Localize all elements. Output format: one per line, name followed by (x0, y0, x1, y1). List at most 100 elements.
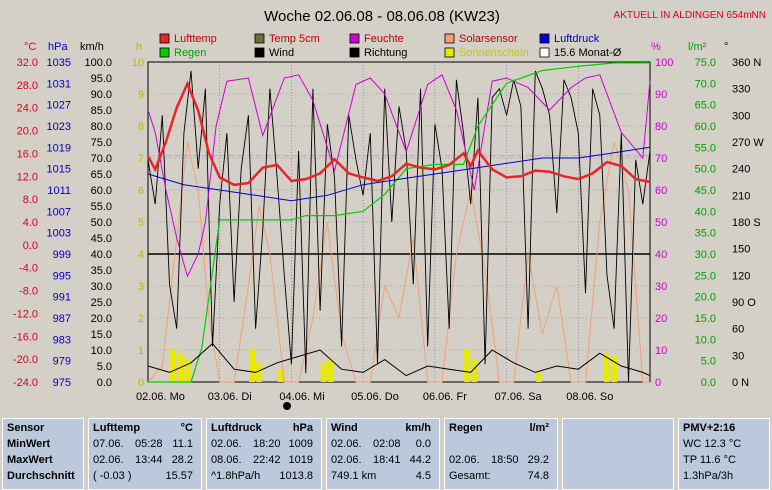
axis-units: °C hPa km/h h% l/m² ° (24, 41, 728, 53)
wind-distance: 749.1 km (331, 470, 377, 482)
dir-tick: 330 (732, 84, 750, 96)
legend-label: Feuchte (364, 33, 404, 45)
rain-tick: 25.0 (695, 270, 716, 282)
lufttemp-column: Lufttemp °C 07.06. 05:28 11.1 02.06. 13:44 28… (88, 418, 202, 490)
legend: Lufttemp Temp 5cm Feuchte Solarsensor Luftdr… (159, 33, 622, 59)
legend-swatch (539, 33, 550, 44)
day-label: 07.06. Sa (495, 391, 543, 403)
legend-label: Solarsensor (459, 33, 518, 45)
wind-min-value: 0.0 (415, 438, 431, 450)
rain-tick: 70.0 (695, 78, 716, 90)
day-label: 03.06. Di (208, 391, 252, 403)
rain-axis-unit: l/m² (688, 41, 707, 53)
sun-tick: 4 (138, 249, 144, 261)
blank-column (562, 418, 674, 490)
wind-axis-unit: km/h (80, 41, 104, 53)
sun-tick: 3 (138, 281, 144, 293)
row-max-label: MaxWert (7, 454, 53, 466)
series-wind (147, 342, 651, 377)
temp-tick: 24.0 (17, 103, 38, 115)
day-label: 05.06. Do (351, 391, 399, 403)
sunshine-bar (603, 353, 610, 382)
wind-tick: 75.0 (91, 137, 112, 149)
rain-tick: 35.0 (695, 228, 716, 240)
rain-tick: 0.0 (701, 377, 716, 389)
pmv-column: PMV+2:16 WC 12.3 °C TP 11.6 °C 1.3hPa/3h (678, 418, 770, 490)
sunshine-bar (170, 350, 177, 382)
pressure-tick: 1023 (47, 121, 71, 133)
humidity-axis-unit: % (651, 41, 661, 53)
sun-tick: 8 (138, 121, 144, 133)
humidity-tick: 0 (655, 377, 661, 389)
luftdruck-avg-value: 1013.8 (279, 470, 313, 482)
regen-max-value: 29.2 (527, 454, 549, 466)
temp-tick: 32.0 (17, 57, 38, 69)
weather-chart: Woche 02.06.08 - 08.06.08 (KW23) AKTUELL… (12, 8, 766, 410)
lufttemp-min-time: 05:28 (135, 438, 163, 450)
rain-tick: 20.0 (695, 292, 716, 304)
pressure-tick: 1015 (47, 164, 71, 176)
wind-tick: 20.0 (91, 313, 112, 325)
wind-tick: 15.0 (91, 329, 112, 341)
humidity-tick: 20 (655, 313, 667, 325)
dir-tick: 0 N (732, 377, 749, 389)
wind-tick: 40.0 (91, 249, 112, 261)
rain-tick: 30.0 (695, 249, 716, 261)
rain-tick: 75.0 (695, 57, 716, 69)
regen-max-date: 02.06. (449, 454, 480, 466)
dir-tick: 240 (732, 164, 750, 176)
legend-label: Lufttemp (174, 33, 217, 45)
sunshine-bar (471, 359, 478, 382)
temp-tick: -4.0 (19, 263, 38, 275)
day-label: 06.06. Fr (423, 391, 467, 403)
lufttemp-trend: ( -0.03 ) (93, 470, 132, 482)
legend-swatch (159, 33, 170, 44)
series-richtung (147, 70, 651, 383)
lufttemp-max-value: 28.2 (171, 454, 193, 466)
wind-tick: 0.0 (97, 377, 112, 389)
temp-axis-unit: °C (24, 41, 36, 53)
series-feuchte (147, 74, 651, 278)
sun-tick: 2 (138, 313, 144, 325)
legend-label: Luftdruck (554, 33, 600, 45)
dir-tick: 120 (732, 270, 750, 282)
wind-tick: 45.0 (91, 233, 112, 245)
wind-tick: 30.0 (91, 281, 112, 293)
pressure-tick: 1031 (47, 78, 71, 90)
wind-tick: 65.0 (91, 169, 112, 181)
legend-label: Richtung (364, 47, 407, 59)
sun-tick: 0 (138, 377, 144, 389)
legend-swatch (444, 47, 455, 58)
dir-tick: 30 (732, 350, 744, 362)
dir-tick: 210 (732, 190, 750, 202)
legend-label: Regen (174, 47, 206, 59)
luftdruck-unit: hPa (292, 422, 313, 434)
pressure-tick: 983 (53, 334, 71, 346)
wind-tick: 95.0 (91, 73, 112, 85)
rain-tick: 5.0 (701, 356, 716, 368)
temp-tick: 4.0 (23, 217, 38, 229)
legend-swatch (254, 33, 265, 44)
sunshine-bar (256, 362, 263, 382)
series-layer (146, 62, 651, 383)
temp-tick: 20.0 (17, 126, 38, 138)
wind-title: Wind (331, 422, 358, 434)
regen-column: Regen l/m² 02.06. 18:50 29.2 Gesamt: 74.8 (444, 418, 558, 490)
wind-tick: 80.0 (91, 121, 112, 133)
pmv-pressure-trend: 1.3hPa/3h (683, 470, 734, 482)
humidity-tick: 50 (655, 217, 667, 229)
wind-tick: 55.0 (91, 201, 112, 213)
pressure-tick: 999 (53, 249, 71, 261)
lufttemp-avg-value: 15.57 (165, 470, 193, 482)
dir-tick: 360 N (732, 57, 761, 69)
stats-table: Sensor MinWert MaxWert Durchschnitt Luft… (0, 412, 772, 490)
sensor-column: Sensor MinWert MaxWert Durchschnitt (2, 418, 84, 490)
sun-tick: 7 (138, 153, 144, 165)
regen-total-label: Gesamt: (449, 470, 491, 482)
luftdruck-min-date: 02.06. (211, 438, 242, 450)
sun-tick: 9 (138, 89, 144, 101)
regen-total-value: 74.8 (527, 470, 549, 482)
pressure-tick: 1007 (47, 206, 71, 218)
wind-tick: 90.0 (91, 89, 112, 101)
luftdruck-title: Luftdruck (211, 422, 262, 434)
